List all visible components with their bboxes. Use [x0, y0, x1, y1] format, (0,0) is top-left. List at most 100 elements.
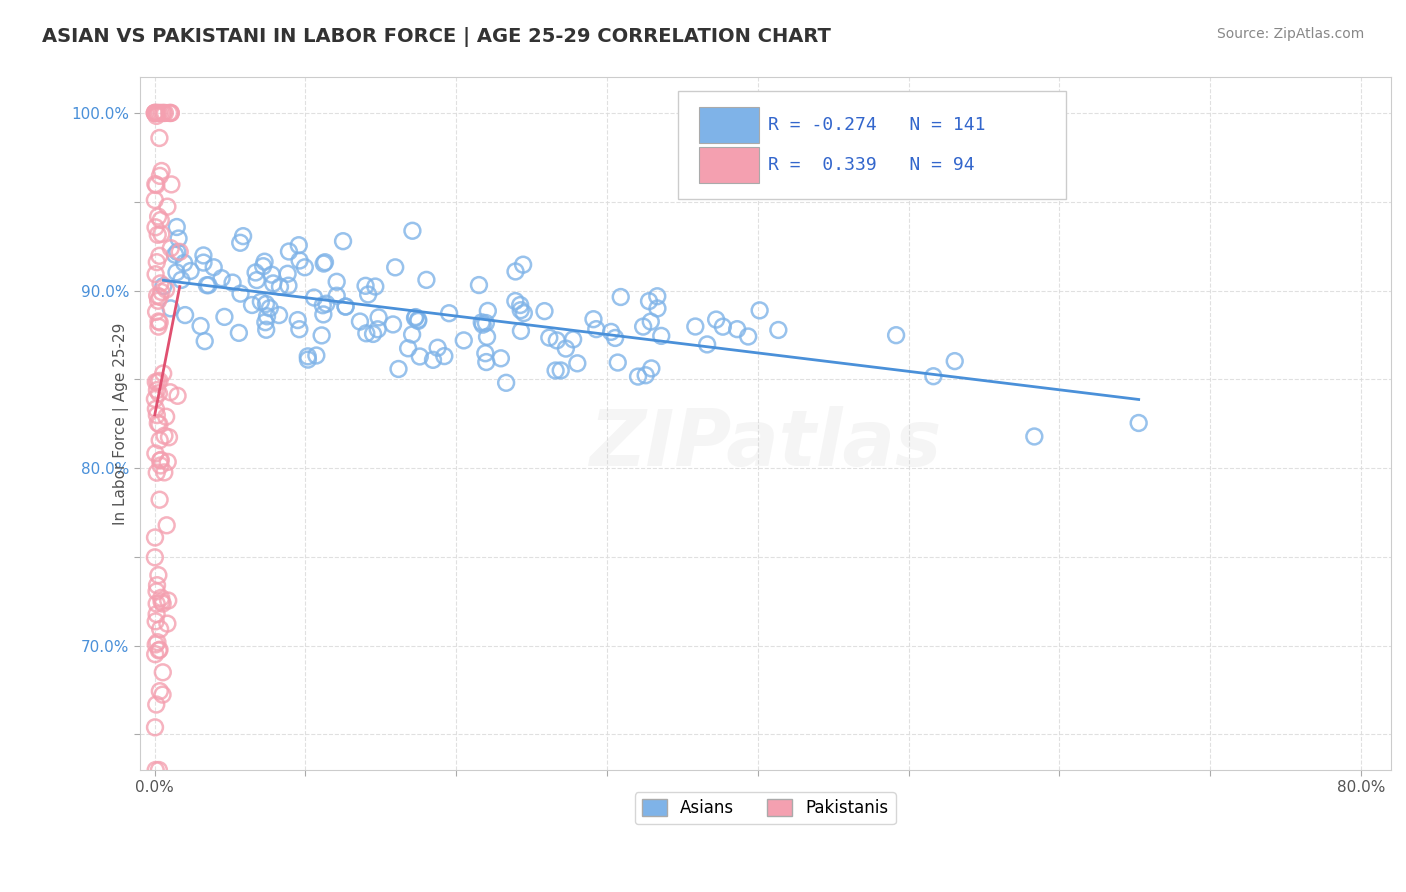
- Point: [146, 578, 169, 592]
- Point: [768, 323, 790, 337]
- Point: [332, 234, 354, 248]
- Point: [159, 301, 181, 316]
- Point: [156, 518, 179, 533]
- Point: [228, 326, 250, 340]
- Point: [737, 329, 759, 343]
- Point: [193, 248, 215, 262]
- Point: [170, 273, 193, 287]
- Point: [160, 178, 183, 192]
- Point: [152, 688, 174, 702]
- Point: [477, 304, 499, 318]
- Point: [143, 177, 166, 191]
- Point: [190, 318, 212, 333]
- Point: [155, 409, 177, 424]
- Point: [150, 594, 173, 608]
- Point: [155, 283, 177, 297]
- Y-axis label: In Labor Force | Age 25-29: In Labor Force | Age 25-29: [112, 323, 128, 524]
- Point: [148, 314, 170, 328]
- Point: [166, 389, 188, 403]
- Point: [245, 265, 267, 279]
- Point: [159, 241, 181, 255]
- Point: [387, 362, 409, 376]
- Point: [145, 637, 167, 651]
- Point: [149, 213, 172, 227]
- Point: [609, 290, 631, 304]
- Point: [174, 308, 197, 322]
- Point: [145, 401, 167, 416]
- Point: [278, 244, 301, 259]
- Point: [149, 453, 172, 467]
- Point: [156, 200, 179, 214]
- FancyBboxPatch shape: [678, 91, 1066, 199]
- Point: [149, 315, 172, 329]
- Point: [143, 531, 166, 545]
- Point: [404, 311, 426, 326]
- Point: [468, 278, 491, 293]
- Point: [640, 361, 662, 376]
- Point: [146, 375, 169, 389]
- Point: [146, 383, 169, 397]
- Point: [148, 642, 170, 657]
- Point: [585, 322, 607, 336]
- Point: [696, 337, 718, 351]
- Point: [605, 331, 627, 345]
- Point: [193, 255, 215, 269]
- Point: [354, 278, 377, 293]
- Point: [148, 643, 170, 657]
- Point: [148, 319, 170, 334]
- Point: [627, 369, 650, 384]
- Point: [146, 255, 169, 269]
- Point: [256, 310, 278, 324]
- Point: [169, 244, 191, 259]
- Point: [884, 328, 907, 343]
- Point: [148, 568, 170, 582]
- Point: [146, 210, 169, 224]
- Point: [505, 293, 527, 308]
- Point: [546, 334, 568, 348]
- Point: [148, 131, 170, 145]
- Point: [143, 106, 166, 120]
- Point: [149, 622, 172, 636]
- Point: [544, 363, 567, 377]
- Point: [195, 278, 218, 293]
- Point: [143, 550, 166, 565]
- Text: ZIPatlas: ZIPatlas: [589, 407, 942, 483]
- Point: [367, 322, 389, 336]
- Point: [159, 106, 181, 120]
- Point: [150, 591, 173, 605]
- Point: [1128, 416, 1150, 430]
- Point: [149, 458, 172, 473]
- Point: [146, 227, 169, 242]
- Point: [505, 264, 527, 278]
- Point: [145, 375, 167, 389]
- Point: [167, 231, 190, 245]
- Point: [267, 308, 290, 322]
- Point: [335, 300, 357, 314]
- Point: [748, 303, 770, 318]
- Point: [489, 351, 512, 366]
- Point: [166, 244, 188, 259]
- Point: [145, 584, 167, 599]
- Point: [152, 597, 174, 611]
- Point: [146, 293, 169, 308]
- Point: [146, 288, 169, 302]
- Point: [943, 354, 966, 368]
- Point: [148, 763, 170, 777]
- Point: [202, 260, 225, 275]
- Point: [254, 315, 277, 329]
- Point: [145, 106, 167, 120]
- Point: [173, 256, 195, 270]
- Point: [149, 169, 172, 183]
- Point: [509, 303, 531, 318]
- Point: [166, 265, 188, 279]
- Point: [148, 374, 170, 388]
- Point: [509, 298, 531, 312]
- Point: [647, 301, 669, 316]
- Point: [382, 318, 405, 332]
- Point: [606, 355, 628, 369]
- Point: [150, 285, 173, 299]
- Point: [145, 267, 167, 281]
- Point: [211, 271, 233, 285]
- Point: [364, 279, 387, 293]
- Point: [312, 307, 335, 321]
